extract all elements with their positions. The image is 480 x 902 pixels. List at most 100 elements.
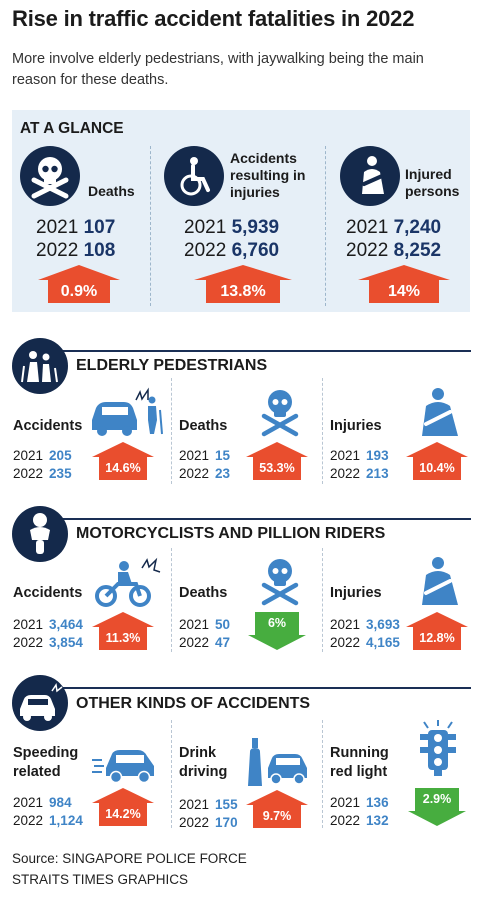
change-percent: 12.8% [419, 631, 455, 645]
section-title: OTHER KINDS OF ACCIDENTS [76, 695, 311, 712]
speeding-car-icon [92, 738, 158, 791]
year-label: 2022 [330, 635, 361, 650]
section-rule [28, 350, 471, 352]
change-percent: 10.4% [419, 461, 455, 475]
stat-2021: 2021 3,464 [13, 616, 83, 634]
change-arrow: 10.4% [406, 442, 468, 480]
section-rule [28, 518, 471, 520]
stat-2022: 2022 23 [179, 465, 230, 483]
skull-crossbones-icon [258, 555, 302, 612]
year-label: 2021 [346, 217, 389, 238]
divider [322, 548, 323, 652]
glance-stat-2021: 2021 107 [36, 217, 115, 239]
car-crash-icon [12, 675, 68, 731]
change-percent: 9.7% [262, 809, 292, 823]
stat-value: 213 [366, 466, 389, 481]
change-arrow: 13.8% [194, 265, 292, 303]
glance-label: Deaths [88, 183, 135, 199]
arrow-up-icon [246, 790, 308, 828]
divider [322, 378, 323, 484]
stat-2022: 2022 170 [179, 814, 238, 832]
year-label: 2022 [36, 240, 79, 261]
page-title: Rise in traffic accident fatalities in 2… [12, 6, 415, 31]
stat-value: 8,252 [393, 240, 442, 261]
motorcycle-crash-icon [92, 556, 162, 613]
arrow-up-icon [194, 265, 292, 303]
section-title: MOTORCYCLISTS AND PILLION RIDERS [76, 525, 386, 542]
arrow-up-icon [92, 612, 154, 650]
stat-value: 3,854 [49, 635, 83, 650]
stat-value: 5,939 [231, 217, 280, 238]
stat-label: Accidents [13, 418, 83, 434]
stat-value: 984 [49, 795, 72, 810]
stat-2022: 2022 235 [13, 465, 72, 483]
year-label: 2021 [13, 617, 44, 632]
arrow-up-icon [246, 442, 308, 480]
at-a-glance-heading: AT A GLANCE [20, 120, 124, 137]
year-label: 2021 [13, 448, 44, 463]
arm-sling-icon [340, 146, 400, 206]
arrow-down-icon [248, 612, 306, 650]
stat-label: Running red light [330, 745, 389, 780]
change-arrow: 9.7% [246, 790, 308, 828]
stat-value: 1,124 [49, 813, 83, 828]
stat-value: 132 [366, 813, 389, 828]
credit-line: STRAITS TIMES GRAPHICS [12, 872, 189, 887]
year-label: 2021 [179, 448, 210, 463]
stat-2021: 2021 205 [13, 447, 72, 465]
stat-label: Accidents [13, 585, 83, 601]
stat-value: 4,165 [366, 635, 400, 650]
divider [150, 146, 151, 306]
change-percent: 14.6% [105, 461, 141, 475]
traffic-light-icon [416, 720, 460, 783]
change-arrow: 6% [248, 612, 306, 650]
year-label: 2022 [13, 466, 44, 481]
change-percent: 14.2% [105, 807, 141, 821]
change-arrow: 0.9% [38, 265, 120, 303]
change-arrow: 2.9% [408, 788, 466, 826]
divider [171, 548, 172, 652]
stat-label: Drink driving [179, 745, 228, 780]
stat-value: 7,240 [393, 217, 442, 238]
year-label: 2021 [330, 448, 361, 463]
stat-2022: 2022 1,124 [13, 812, 83, 830]
stat-2021: 2021 193 [330, 447, 389, 465]
stat-value: 170 [215, 815, 238, 830]
motorcyclist-icon [12, 506, 68, 562]
change-percent: 11.3% [105, 631, 141, 645]
glance-stat-2021: 2021 7,240 [346, 217, 441, 239]
year-label: 2022 [184, 240, 227, 261]
stat-value: 136 [366, 795, 389, 810]
glance-stat-2022: 2022 6,760 [184, 240, 279, 262]
glance-label: Injured persons [405, 166, 460, 199]
stat-value: 3,464 [49, 617, 83, 632]
arm-sling-icon [412, 386, 462, 443]
change-arrow: 14.2% [92, 788, 154, 826]
stat-value: 107 [83, 217, 116, 238]
year-label: 2022 [330, 466, 361, 481]
section-rule [28, 687, 471, 689]
arrow-up-icon [406, 612, 468, 650]
source-credit: Source: SINGAPORE POLICE FORCE STRAITS T… [12, 848, 247, 890]
stat-2021: 2021 984 [13, 794, 72, 812]
change-percent: 13.8% [220, 283, 266, 300]
arrow-up-icon [358, 265, 450, 303]
year-label: 2021 [179, 617, 210, 632]
change-percent: 2.9% [422, 792, 452, 806]
stat-2021: 2021 155 [179, 796, 238, 814]
year-label: 2021 [179, 797, 210, 812]
year-label: 2022 [346, 240, 389, 261]
stat-value: 235 [49, 466, 72, 481]
stat-2021: 2021 50 [179, 616, 230, 634]
stat-value: 23 [215, 466, 231, 481]
glance-label: Accidents resulting in injuries [230, 150, 306, 200]
year-label: 2021 [36, 217, 79, 238]
change-percent: 14% [387, 283, 421, 300]
divider [171, 378, 172, 484]
stat-label: Injuries [330, 418, 382, 434]
stat-2022: 2022 47 [179, 634, 230, 652]
year-label: 2022 [179, 635, 210, 650]
wheelchair-icon [164, 146, 224, 206]
arrow-up-icon [406, 442, 468, 480]
stat-value: 6,760 [231, 240, 280, 261]
